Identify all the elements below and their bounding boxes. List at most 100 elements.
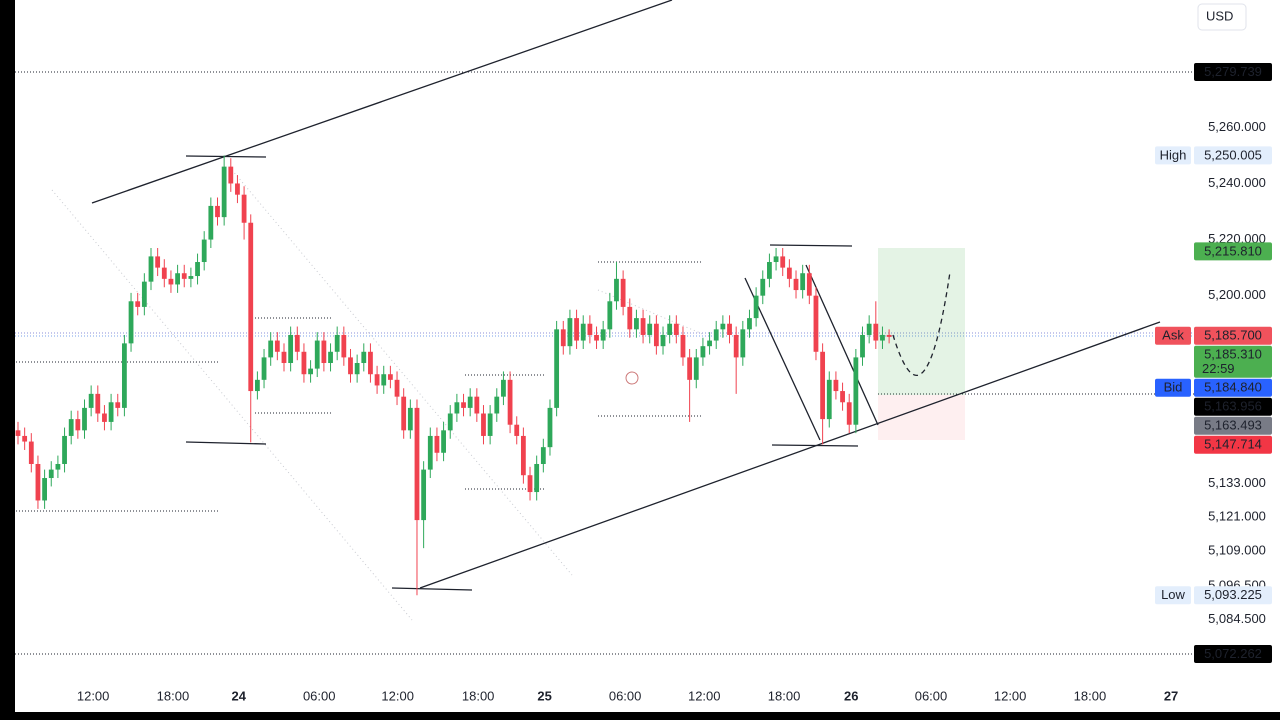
price-tag: High [1160,147,1187,162]
candle-body [248,222,254,392]
candle-body [461,402,466,408]
candle-body [627,306,633,330]
candle-body [215,205,220,218]
x-tick-label: 18:00 [157,688,190,703]
candle-body [707,340,712,347]
candle-body [281,351,287,364]
candle-body [753,295,759,319]
candle-body [42,478,47,501]
candle-body [135,301,141,307]
candle-body [640,318,646,335]
price-label-box [1194,242,1272,261]
candle-body [241,194,247,223]
candle-body [161,267,167,279]
edge [0,712,1280,720]
candle-body [321,340,327,364]
y-tick-label: 5,200.000 [1208,287,1266,302]
candle-body [68,419,74,436]
candles [15,155,892,596]
price-axis: USD 5,260.000 5,240.000 5,220.000 5,200.000… [1155,3,1272,664]
x-tick-label: 26 [844,688,858,703]
candle-body [441,430,446,453]
candle-body [554,329,560,408]
candle-body [334,334,340,352]
x-tick-label: 12:00 [381,688,414,703]
candle-body [314,340,320,369]
candle-body [22,435,28,442]
candle-body [700,346,706,358]
x-tick-label: 24 [232,688,247,703]
candle-body [481,413,486,436]
candle-body [82,407,87,431]
price-label-box [1194,416,1272,435]
x-tick-label: 18:00 [768,688,801,703]
fib-line [51,189,413,621]
candle-body [374,374,380,386]
candle-body [208,205,214,240]
swing-line [769,244,853,247]
candle-body [168,278,174,285]
candle-body [115,402,121,408]
candle-body [786,267,792,279]
candle-body [607,301,613,330]
target-zone [878,248,965,395]
candle-body [660,334,666,347]
candle-body [534,463,540,493]
candle-body [387,374,393,380]
x-tick-label: 06:00 [915,688,948,703]
price-tag: Ask [1162,328,1184,343]
candle-body [866,323,872,335]
stop-zone [878,395,965,440]
candle-body [614,278,619,302]
candle-body [673,323,679,335]
currency-box[interactable] [1197,3,1247,31]
price-label-box [1194,326,1272,345]
candle-body [348,357,353,375]
candle-body [35,463,41,501]
candle-body [434,435,440,453]
price-label-box [1194,435,1272,454]
candle-body [48,469,54,479]
price-label: 5,072.262 [1204,646,1262,661]
candle-body [773,256,779,263]
swing-line [391,587,473,591]
x-tick-label: 12:00 [994,688,1027,703]
x-tick-label: 18:00 [462,688,495,703]
candle-body [228,166,234,184]
candle-body [414,407,420,521]
y-tick-label: 5,133.000 [1208,475,1266,490]
price-tag-box [1155,146,1191,165]
candle-body [181,273,187,279]
candle-body [175,273,180,285]
y-tick-label: 5,240.000 [1208,175,1266,190]
candle-body [447,413,453,431]
candle-body [820,351,826,420]
price-label-box [1194,397,1272,416]
x-tick-label: 25 [537,688,551,703]
candle-body [274,340,280,352]
x-tick-label: 12:00 [688,688,721,703]
price-tag: Low [1161,587,1185,602]
candle-body [88,393,94,408]
price-label-box [1194,62,1272,81]
candle-body [121,343,127,408]
candle-body [294,334,300,352]
candle-body [653,323,659,347]
candle-body [793,278,799,291]
x-tick-label: 12:00 [77,688,110,703]
candle-body [853,357,859,425]
x-tick-label: 06:00 [303,688,336,703]
candle-body [833,379,839,392]
candle-body [540,447,546,464]
candle-body [381,374,387,386]
candle-body [727,323,732,335]
candle-body [514,424,520,436]
candle-body [667,323,673,335]
pen-line [805,264,879,426]
price-label: 5,093.225 [1204,587,1262,602]
price-tag-box [1155,326,1191,345]
candle-body [647,323,653,335]
candle-body [108,402,114,422]
candle-body [560,329,566,347]
